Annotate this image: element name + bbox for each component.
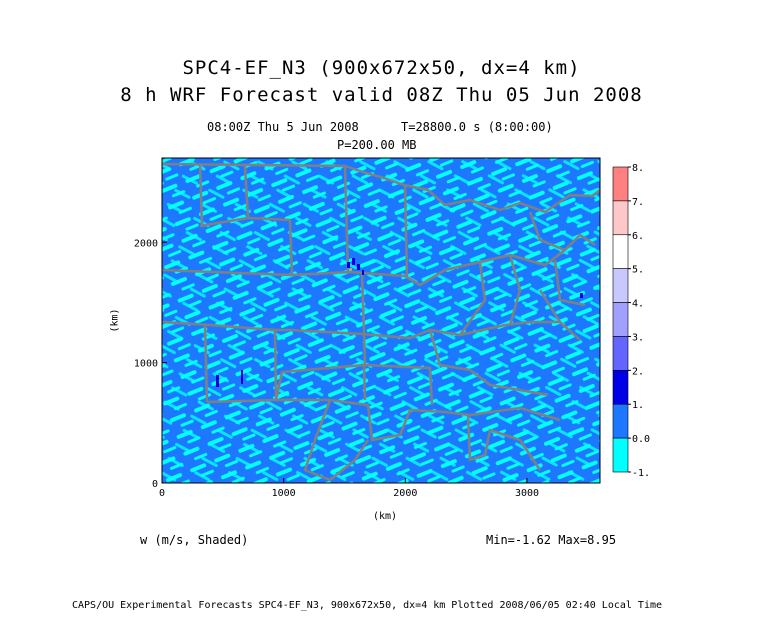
colorbar-label: 2.	[632, 366, 644, 377]
model-time-label: T=28800.0 s (8:00:00)	[401, 120, 553, 134]
colorbar-swatch	[612, 166, 629, 202]
colorbar-label: 0.0	[632, 434, 650, 445]
x-axis-label: (km)	[373, 511, 398, 522]
field-label: w (m/s, Shaded)	[140, 533, 249, 547]
colorbar-swatch	[612, 200, 629, 236]
x-tick-label: 2000	[393, 488, 417, 499]
y-tick-label: 0	[152, 479, 158, 490]
colorbar-swatch	[612, 234, 629, 269]
plot-frame	[161, 157, 601, 484]
colorbar-label: -1.	[632, 468, 650, 479]
footer-credit: CAPS/OU Experimental Forecasts SPC4-EF_N…	[72, 600, 663, 611]
colorbar-swatch	[612, 268, 629, 303]
colorbar-label: 1.	[632, 400, 644, 411]
x-axis: 0 1000 2000 3000	[159, 478, 539, 499]
colorbar-swatch	[612, 336, 629, 371]
colorbar: 8. 7. 6. 5. 4. 3. 2. 1. 0.0 -1.	[612, 163, 650, 479]
colorbar-label: 6.	[632, 231, 644, 242]
y-axis-label: (km)	[109, 308, 121, 333]
pressure-level-label: P=200.00 MB	[337, 138, 417, 152]
colorbar-swatch	[612, 370, 629, 405]
colorbar-swatch	[612, 302, 629, 337]
field-shading	[162, 158, 600, 483]
colorbar-label: 4.	[632, 299, 644, 310]
colorbar-swatch	[612, 437, 629, 473]
x-tick-label: 3000	[515, 488, 539, 499]
valid-time-label: 08:00Z Thu 5 Jun 2008	[207, 120, 359, 134]
min-max-label: Min=-1.62 Max=8.95	[486, 533, 617, 547]
colorbar-label: 3.	[632, 332, 644, 343]
colorbar-label: 8.	[632, 163, 644, 174]
colorbar-swatch	[612, 403, 629, 439]
map-title: SPC4-EF_N3 (900x672x50, dx=4 km)	[182, 57, 581, 79]
colorbar-label: 5.	[632, 265, 644, 276]
x-tick-label: 0	[159, 488, 165, 499]
colorbar-label: 7.	[632, 197, 644, 208]
x-tick-label: 1000	[272, 488, 296, 499]
strong-updraft-cells	[350, 268, 352, 270]
map-subtitle: 8 h WRF Forecast valid 08Z Thu 05 Jun 20…	[120, 84, 643, 106]
updraft-cells	[216, 258, 583, 387]
y-axis: 0 1000 2000	[134, 238, 167, 490]
state-boundaries	[162, 162, 600, 482]
y-tick-label: 1000	[134, 359, 158, 370]
y-tick-label: 2000	[134, 238, 158, 249]
